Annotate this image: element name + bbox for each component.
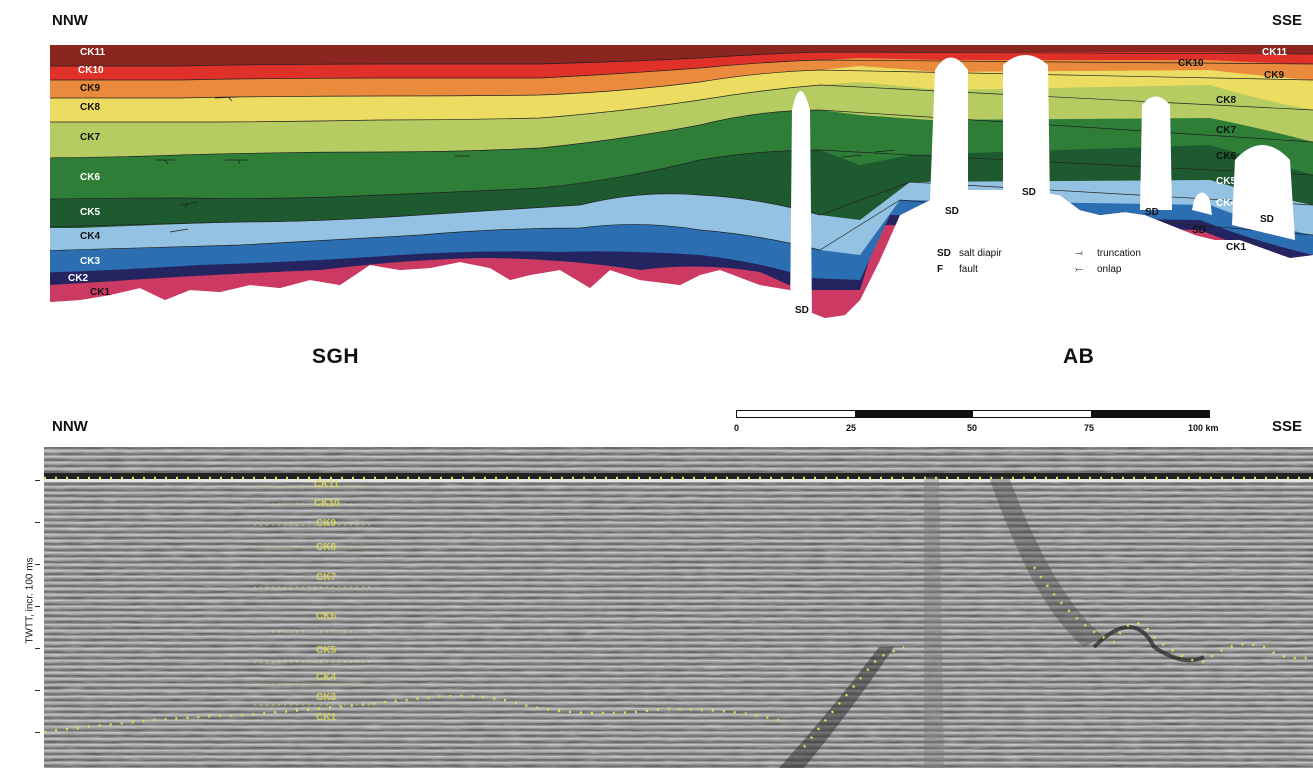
sd-label-1: SD <box>795 305 809 316</box>
salt-diapir-3 <box>1003 55 1050 205</box>
ck5-label-right: CK5 <box>1216 176 1237 187</box>
onlap-icon: ⤚ <box>1075 264 1083 275</box>
stratigraphic-cross-section <box>50 45 1313 320</box>
seismic-ck9-label: CK9 <box>316 518 337 529</box>
scale-tick-50: 50 <box>967 423 978 433</box>
ck11-label-right: CK11 <box>1262 47 1288 58</box>
salt-diapir-2 <box>930 57 968 200</box>
ck9-label-right: CK9 <box>1264 70 1285 81</box>
ck8-label-left: CK8 <box>80 102 101 113</box>
region-ab-label: AB <box>1063 345 1095 368</box>
seismic-sse-label: SSE <box>1272 418 1303 435</box>
seismic-nnw-label: NNW <box>52 418 88 435</box>
sd-label-4: SD <box>1145 207 1159 218</box>
legend-right: ⤙ truncation ⤚ onlap <box>1075 246 1141 278</box>
salt-diapir-4 <box>1140 96 1172 210</box>
ck8-label-right: CK8 <box>1216 95 1237 106</box>
scale-tick-0: 0 <box>734 423 740 433</box>
seismic-ck3-label: CK3 <box>316 692 337 703</box>
ck5-label-left: CK5 <box>80 207 101 218</box>
seismic-ck5-label: CK5 <box>316 645 337 656</box>
region-sgh-label: SGH <box>312 345 360 368</box>
onlap-symbols <box>155 96 896 233</box>
sd-label-3: SD <box>1022 187 1036 198</box>
seismic-y-axis-label: TWTT, incr. 100 ms <box>24 557 36 644</box>
seismic-ck10-label: CK10 <box>314 498 340 509</box>
ck6-label-left: CK6 <box>80 172 101 183</box>
ck6-label-right: CK6 <box>1216 151 1237 162</box>
ck9-label-left: CK9 <box>80 83 101 94</box>
sd-label-5: SD <box>1192 225 1206 236</box>
seismic-ck7-label: CK7 <box>316 572 337 583</box>
salt-diapir-5 <box>1192 192 1212 215</box>
top-nnw-label: NNW <box>52 12 88 29</box>
seismic-ck6-label: CK6 <box>316 611 337 622</box>
seismic-ck8-label: CK8 <box>316 542 337 553</box>
truncation-icon: ⤙ <box>1075 248 1083 259</box>
scale-tick-100: 100 km <box>1188 423 1219 433</box>
seismic-ck4-label: CK4 <box>316 672 337 683</box>
ck2-label-left: CK2 <box>68 273 89 284</box>
sd-label-2: SD <box>945 206 959 217</box>
legend-item-onlap: ⤚ onlap <box>1075 262 1141 278</box>
ck7-label-right: CK7 <box>1216 125 1237 136</box>
unit-ck11-band <box>50 45 1313 67</box>
ck1-label-right: CK1 <box>1226 242 1247 253</box>
scale-bar <box>736 410 1210 418</box>
sd-label-6: SD <box>1260 214 1274 225</box>
unit-boundaries <box>50 51 1313 253</box>
salt-diapir-6 <box>1232 145 1295 240</box>
ck10-label-left: CK10 <box>78 65 104 76</box>
seismic-y-axis <box>0 450 44 768</box>
salt-diapir-1 <box>790 91 812 320</box>
seismic-image <box>44 447 1313 768</box>
scale-tick-75: 75 <box>1084 423 1095 433</box>
seismic-ck11-label: CK11 <box>314 479 340 490</box>
top-sse-label: SSE <box>1272 12 1303 29</box>
ck7-label-left: CK7 <box>80 132 101 143</box>
scale-tick-25: 25 <box>846 423 857 433</box>
seismic-ck1-label: CK1 <box>316 712 337 723</box>
legend-item-truncation: ⤙ truncation <box>1075 246 1141 262</box>
legend-item-sd: SD salt diapir <box>937 248 1002 259</box>
seismic-horizons <box>44 476 1313 748</box>
ck3-label-left: CK3 <box>80 256 101 267</box>
ck10-label-right: CK10 <box>1178 58 1204 69</box>
ck1-label-left: CK1 <box>90 287 111 298</box>
ck11-label-left: CK11 <box>80 47 106 58</box>
ck4-label-right: CK4 <box>1216 198 1237 209</box>
ck4-label-left: CK4 <box>80 231 101 242</box>
